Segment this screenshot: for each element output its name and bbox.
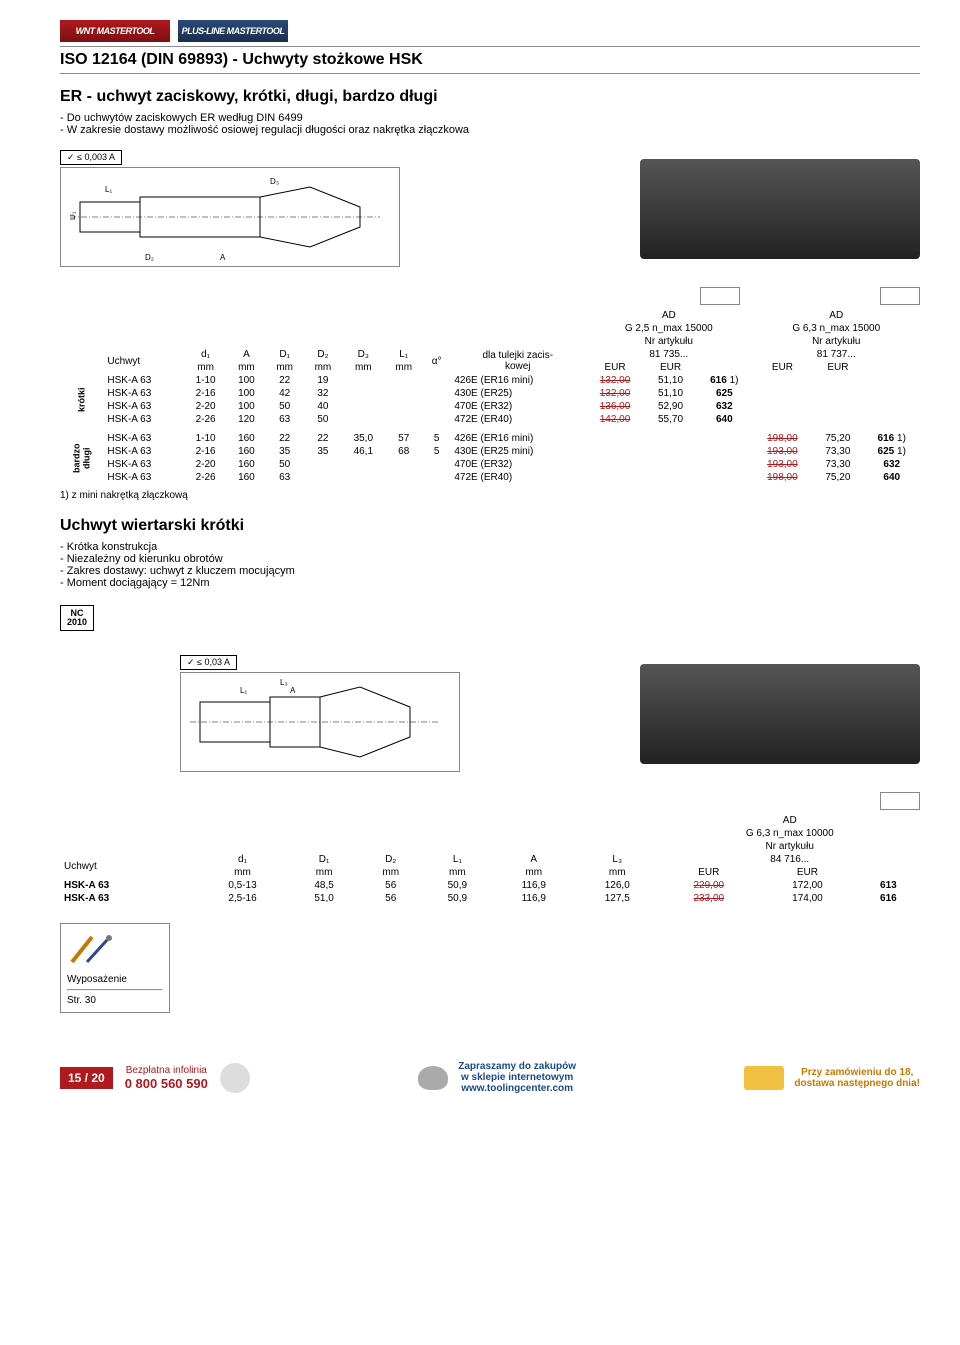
- col-A: A: [492, 853, 575, 866]
- variant-icons: [60, 792, 920, 810]
- table-row: HSK-A 632-161004232430E (ER25) 132,0051,…: [60, 387, 920, 400]
- variant-icons: [60, 287, 920, 305]
- bullet: Zakres dostawy: uchwyt z kluczem mocując…: [60, 565, 920, 577]
- tolerance-box: ✓ ≤ 0,03 A: [180, 655, 237, 670]
- table-row: HSK-A 632-2016050470E (ER32) 193,0073,30…: [60, 458, 920, 471]
- note-1: 1) z mini nakrętką złączkową: [60, 490, 920, 501]
- col-d1: d₁: [196, 853, 289, 866]
- equipment-page: Str. 30: [67, 995, 163, 1006]
- col-alpha: α°: [423, 348, 451, 374]
- variant-icon: [880, 287, 920, 305]
- col-eur: EUR: [645, 361, 696, 374]
- nc-2010-badge: NC 2010: [60, 605, 94, 631]
- delivery-info: Przy zamówieniu do 18, dostawa następneg…: [794, 1067, 920, 1089]
- section1-title: ER - uchwyt zaciskowy, krótki, długi, ba…: [60, 88, 920, 106]
- col-D1: D₁: [266, 348, 304, 361]
- svg-text:L₁: L₁: [240, 686, 247, 695]
- page-footer: 15 / 20 Bezpłatna infolinia 0 800 560 59…: [60, 1053, 920, 1102]
- section2-graphics: ✓ ≤ 0,03 A L₃ A L₁: [60, 655, 920, 772]
- col-nrart: Nr artykułu: [585, 335, 752, 348]
- technical-drawing: L₃ A L₁: [180, 672, 460, 772]
- col-ad: AD: [585, 309, 752, 322]
- equipment-icon: [67, 930, 163, 970]
- table-row: HSK-A 632-2616063472E (ER40) 198,0075,20…: [60, 471, 920, 484]
- col-d1: d₁: [184, 348, 227, 361]
- col-nrart: Nr artykułu: [659, 840, 920, 853]
- table-row: HSK-A 632,5-1651,05650,9116,9127,5 233,0…: [60, 892, 920, 905]
- bullet: Niezależny od kierunku obrotów: [60, 553, 920, 565]
- col-eur: EUR: [659, 866, 758, 879]
- col-eur: EUR: [812, 361, 863, 374]
- col-D2: D₂: [359, 853, 422, 866]
- section1-graphics: ✓ ≤ 0,003 A D₁ D₂ D₃ A L₁: [60, 150, 920, 267]
- svg-text:A: A: [290, 686, 296, 695]
- col-art1: 81 735...: [585, 348, 752, 361]
- col-eur: EUR: [752, 361, 812, 374]
- table-row: HSK-A 630,5-1348,55650,9116,9126,0 229,0…: [60, 879, 920, 892]
- svg-text:D₂: D₂: [145, 253, 154, 262]
- table-row: bardzo długi HSK-A 631-10160222235,05754…: [60, 432, 920, 445]
- bullet: Moment dociągający = 12Nm: [60, 577, 920, 589]
- variant-icon: [880, 792, 920, 810]
- technical-drawing: D₁ D₂ D₃ A L₁: [60, 167, 400, 267]
- equipment-box: Wyposażenie Str. 30: [60, 923, 170, 1013]
- svg-text:A: A: [220, 253, 226, 262]
- col-speed: G 6,3 n_max 10000: [659, 827, 920, 840]
- table-row: HSK-A 632-201005040470E (ER32) 136,0052,…: [60, 400, 920, 413]
- operator-icon: [220, 1063, 250, 1093]
- col-eur: EUR: [758, 866, 857, 879]
- shop-info: Zapraszamy do zakupów w sklepie internet…: [458, 1061, 576, 1094]
- svg-text:D₃: D₃: [270, 177, 279, 186]
- infoline: Bezpłatna infolinia 0 800 560 590: [125, 1065, 208, 1091]
- tolerance-box: ✓ ≤ 0,003 A: [60, 150, 122, 165]
- table-row: HSK-A 632-261206350472E (ER40) 142,0055,…: [60, 413, 920, 426]
- table1: AD AD G 2,5 n_max 15000 G 6,3 n_max 1500…: [60, 309, 920, 484]
- col-D1: D₁: [289, 853, 359, 866]
- col-speed: G 6,3 n_max 15000: [752, 322, 920, 335]
- col-L1: L₁: [422, 853, 492, 866]
- col-D3: D₃: [342, 348, 385, 361]
- mouse-icon: [418, 1066, 448, 1090]
- truck-icon: [744, 1066, 784, 1090]
- logo-wnt: WNT MASTERTOOL: [60, 20, 170, 42]
- page-number: 15 / 20: [60, 1067, 113, 1089]
- variant-icon: [700, 287, 740, 305]
- col-nrart: Nr artykułu: [752, 335, 920, 348]
- col-D2: D₂: [304, 348, 342, 361]
- equipment-label: Wyposażenie: [67, 974, 163, 985]
- product-photo: [640, 159, 920, 259]
- section1-bullets: Do uchwytów zaciskowych ER według DIN 64…: [60, 112, 920, 136]
- section2-bullets: Krótka konstrukcja Niezależny od kierunk…: [60, 541, 920, 589]
- logo-plusline: PLUS-LINE MASTERTOOL: [178, 20, 288, 42]
- table2: AD G 6,3 n_max 10000 Nr artykułu Uchwyt …: [60, 814, 920, 905]
- col-art2: 81 737...: [752, 348, 920, 361]
- col-ad: AD: [659, 814, 920, 827]
- col-uchwyt: Uchwyt: [103, 348, 183, 374]
- section2-title: Uchwyt wiertarski krótki: [60, 517, 920, 535]
- bullet: Krótka konstrukcja: [60, 541, 920, 553]
- group-label-krotki: krótki: [60, 374, 103, 426]
- col-collet: dla tulejki zacis-kowej: [450, 348, 585, 374]
- col-uchwyt: Uchwyt: [60, 853, 196, 879]
- col-a: A: [227, 348, 265, 361]
- header-logos: WNT MASTERTOOL PLUS-LINE MASTERTOOL: [60, 20, 920, 42]
- bullet: Do uchwytów zaciskowych ER według DIN 64…: [60, 112, 920, 124]
- bullet: W zakresie dostawy możliwość osiowej reg…: [60, 124, 920, 136]
- svg-text:L₁: L₁: [105, 185, 112, 194]
- table-row: krótki HSK-A 631-101002219426E (ER16 min…: [60, 374, 920, 387]
- table-row: HSK-A 632-16160353546,1685430E (ER25 min…: [60, 445, 920, 458]
- product-photo: [640, 664, 920, 764]
- col-L3: L₃: [575, 853, 659, 866]
- col-speed: G 2,5 n_max 15000: [585, 322, 752, 335]
- page-title: ISO 12164 (DIN 69893) - Uchwyty stożkowe…: [60, 46, 920, 74]
- col-art: 84 716...: [659, 853, 920, 866]
- col-ad: AD: [752, 309, 920, 322]
- group-label-bardzo-dlugi: bardzo długi: [60, 432, 103, 484]
- svg-text:L₃: L₃: [280, 678, 288, 687]
- col-L1: L₁: [385, 348, 423, 361]
- svg-text:D₁: D₁: [70, 211, 77, 220]
- col-eur: EUR: [585, 361, 645, 374]
